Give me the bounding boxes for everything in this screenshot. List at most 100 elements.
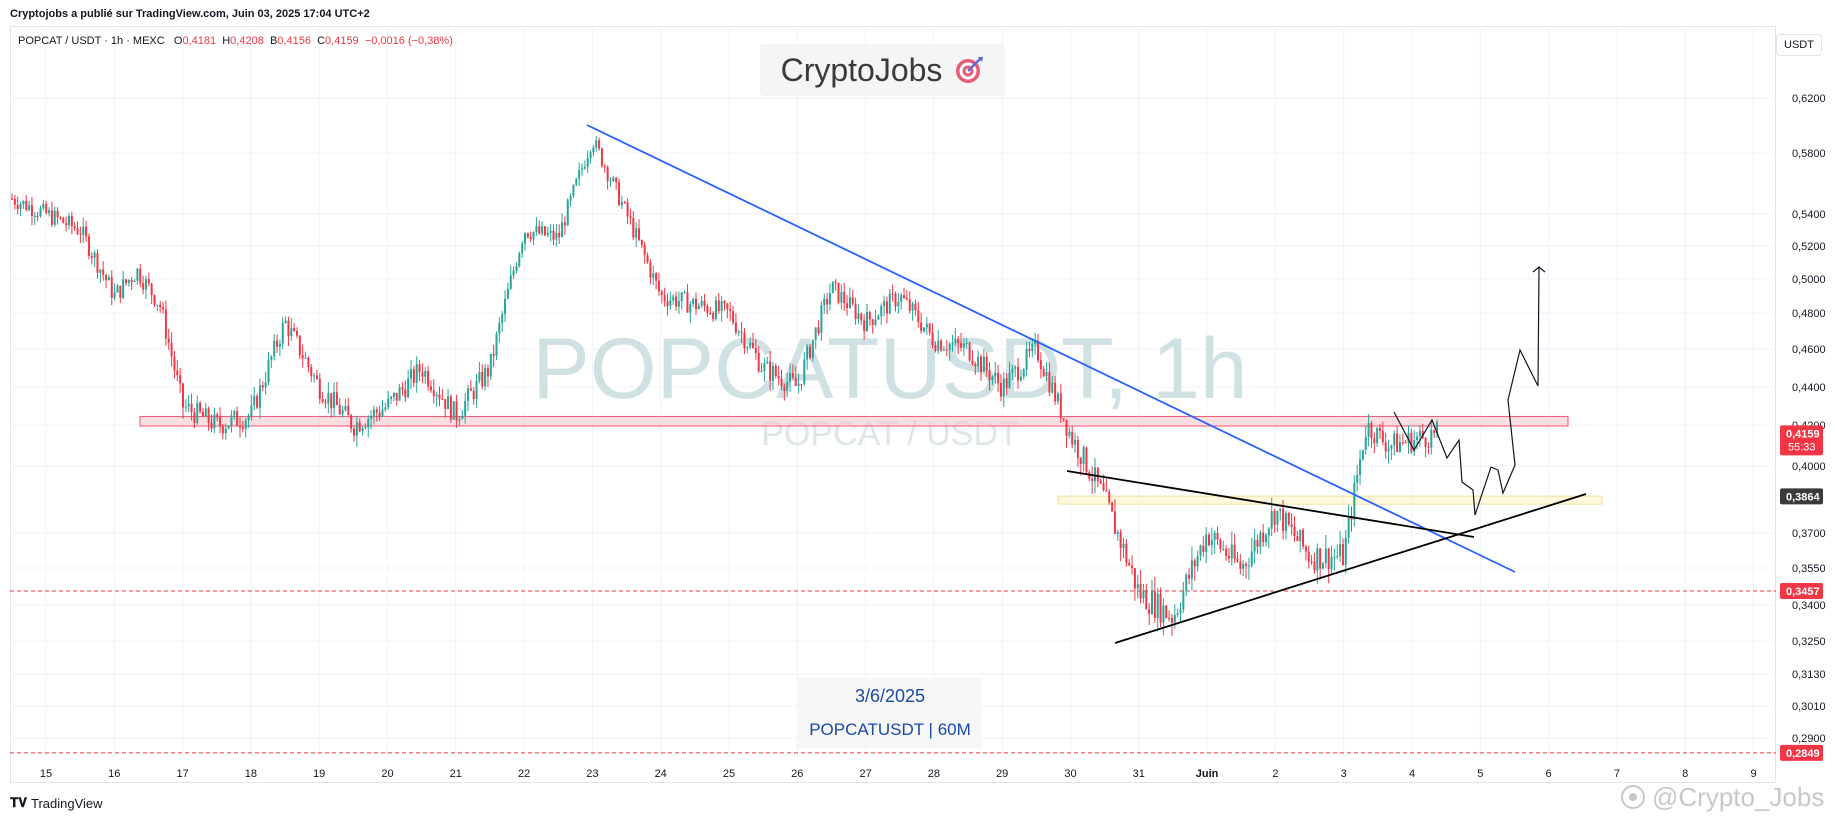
candle-body bbox=[1091, 478, 1094, 481]
candle-body bbox=[1216, 532, 1219, 540]
candle-body bbox=[176, 370, 179, 376]
candle-body bbox=[652, 273, 655, 278]
candle-body bbox=[925, 323, 928, 328]
open-value: 0,4181 bbox=[182, 35, 217, 47]
candle-body bbox=[683, 292, 686, 294]
candle-body bbox=[1162, 605, 1165, 623]
candle-body bbox=[1139, 584, 1142, 599]
candle-body bbox=[330, 393, 333, 408]
candle-body bbox=[655, 273, 658, 281]
candle-body bbox=[441, 398, 444, 400]
candle-body bbox=[506, 288, 509, 299]
candle-body bbox=[458, 419, 461, 421]
candle-body bbox=[740, 331, 743, 333]
y-tick-label: 0,3250 bbox=[1792, 636, 1826, 648]
candle-body bbox=[375, 409, 378, 413]
symbol-name[interactable]: POPCAT / USDT · 1h · MEXC bbox=[18, 35, 165, 47]
candle-body bbox=[640, 239, 643, 245]
candle-body bbox=[1310, 561, 1313, 563]
candle-body bbox=[752, 343, 754, 348]
high-label: H bbox=[222, 35, 231, 47]
price-tag-label: 0,3457 bbox=[1786, 586, 1820, 598]
candle-body bbox=[1128, 562, 1131, 566]
candle-body bbox=[558, 232, 561, 238]
candle-body bbox=[478, 372, 481, 381]
candle-body bbox=[156, 304, 159, 306]
y-tick-label: 0,5200 bbox=[1792, 241, 1826, 253]
candle-body bbox=[125, 279, 127, 284]
candle-body bbox=[518, 253, 521, 267]
tradingview-logo[interactable]: 𝐓𝐕 TradingView bbox=[10, 795, 103, 811]
y-tick-label: 0,3550 bbox=[1792, 563, 1826, 575]
author-icon bbox=[1621, 785, 1645, 809]
drawings[interactable] bbox=[586, 124, 1587, 644]
candle-body bbox=[877, 316, 880, 320]
candle-body bbox=[304, 357, 307, 359]
candle-body bbox=[1279, 508, 1282, 511]
candle-body bbox=[1359, 458, 1362, 475]
candle-body bbox=[153, 295, 156, 306]
candle-body bbox=[923, 327, 925, 332]
candle-body bbox=[105, 274, 108, 281]
candle-body bbox=[709, 313, 712, 315]
candle-body bbox=[1165, 605, 1168, 618]
candle-body bbox=[461, 415, 464, 420]
candle-body bbox=[1404, 442, 1407, 444]
candle-body bbox=[236, 410, 239, 426]
candle-body bbox=[1322, 563, 1324, 569]
candle-body bbox=[843, 291, 846, 304]
candle-body bbox=[615, 177, 618, 183]
candle-body bbox=[954, 338, 957, 343]
candle-body bbox=[583, 167, 586, 169]
change-value: −0,0016 (−0,38%) bbox=[364, 35, 453, 47]
candle-body bbox=[826, 298, 829, 305]
candle-body bbox=[917, 310, 920, 323]
candle-body bbox=[278, 343, 281, 347]
candle-body bbox=[501, 314, 504, 323]
candle-body bbox=[130, 279, 133, 283]
candle-body bbox=[686, 292, 689, 313]
candle-body bbox=[1179, 609, 1182, 614]
info-pair: POPCATUSDT | 60M bbox=[809, 720, 971, 739]
price-tag bbox=[1780, 488, 1823, 505]
x-tick-label: 19 bbox=[313, 768, 325, 780]
candle-body bbox=[749, 343, 752, 348]
y-tick-label: 0,5400 bbox=[1792, 209, 1826, 221]
candle-body bbox=[504, 298, 507, 315]
candle-body bbox=[318, 378, 321, 400]
candle-body bbox=[1056, 393, 1059, 402]
candle-body bbox=[498, 322, 501, 334]
symbol-legend: POPCAT / USDT · 1h · MEXC O0,4181 H0,420… bbox=[18, 35, 453, 47]
candle-body bbox=[737, 331, 740, 333]
candle-body bbox=[703, 300, 706, 307]
candle-body bbox=[794, 377, 797, 386]
candle-body bbox=[612, 177, 615, 181]
candle-body bbox=[33, 215, 36, 217]
x-tick-label: 8 bbox=[1682, 768, 1688, 780]
candle-body bbox=[660, 291, 663, 295]
candle-body bbox=[754, 347, 757, 353]
x-tick-label: 16 bbox=[108, 768, 120, 780]
candle-body bbox=[994, 372, 997, 377]
candle-body bbox=[1170, 617, 1173, 623]
candle-body bbox=[392, 393, 395, 397]
currency-button[interactable]: USDT bbox=[1776, 34, 1822, 56]
candle-body bbox=[273, 340, 276, 357]
candle-body bbox=[723, 301, 726, 304]
candle-body bbox=[837, 282, 840, 303]
candle-body bbox=[809, 346, 811, 358]
candle-body bbox=[1262, 532, 1265, 543]
candle-body bbox=[1008, 372, 1011, 388]
candle-body bbox=[888, 293, 891, 314]
candle-body bbox=[595, 140, 598, 148]
candle-body bbox=[390, 396, 393, 399]
candle-body bbox=[116, 285, 119, 293]
price-tag bbox=[1780, 744, 1823, 761]
candle-body bbox=[484, 367, 487, 387]
candle-body bbox=[526, 233, 529, 238]
candle-body bbox=[706, 306, 709, 314]
candle-body bbox=[261, 385, 264, 388]
candle-body bbox=[1145, 590, 1148, 610]
candle-body bbox=[555, 232, 558, 240]
